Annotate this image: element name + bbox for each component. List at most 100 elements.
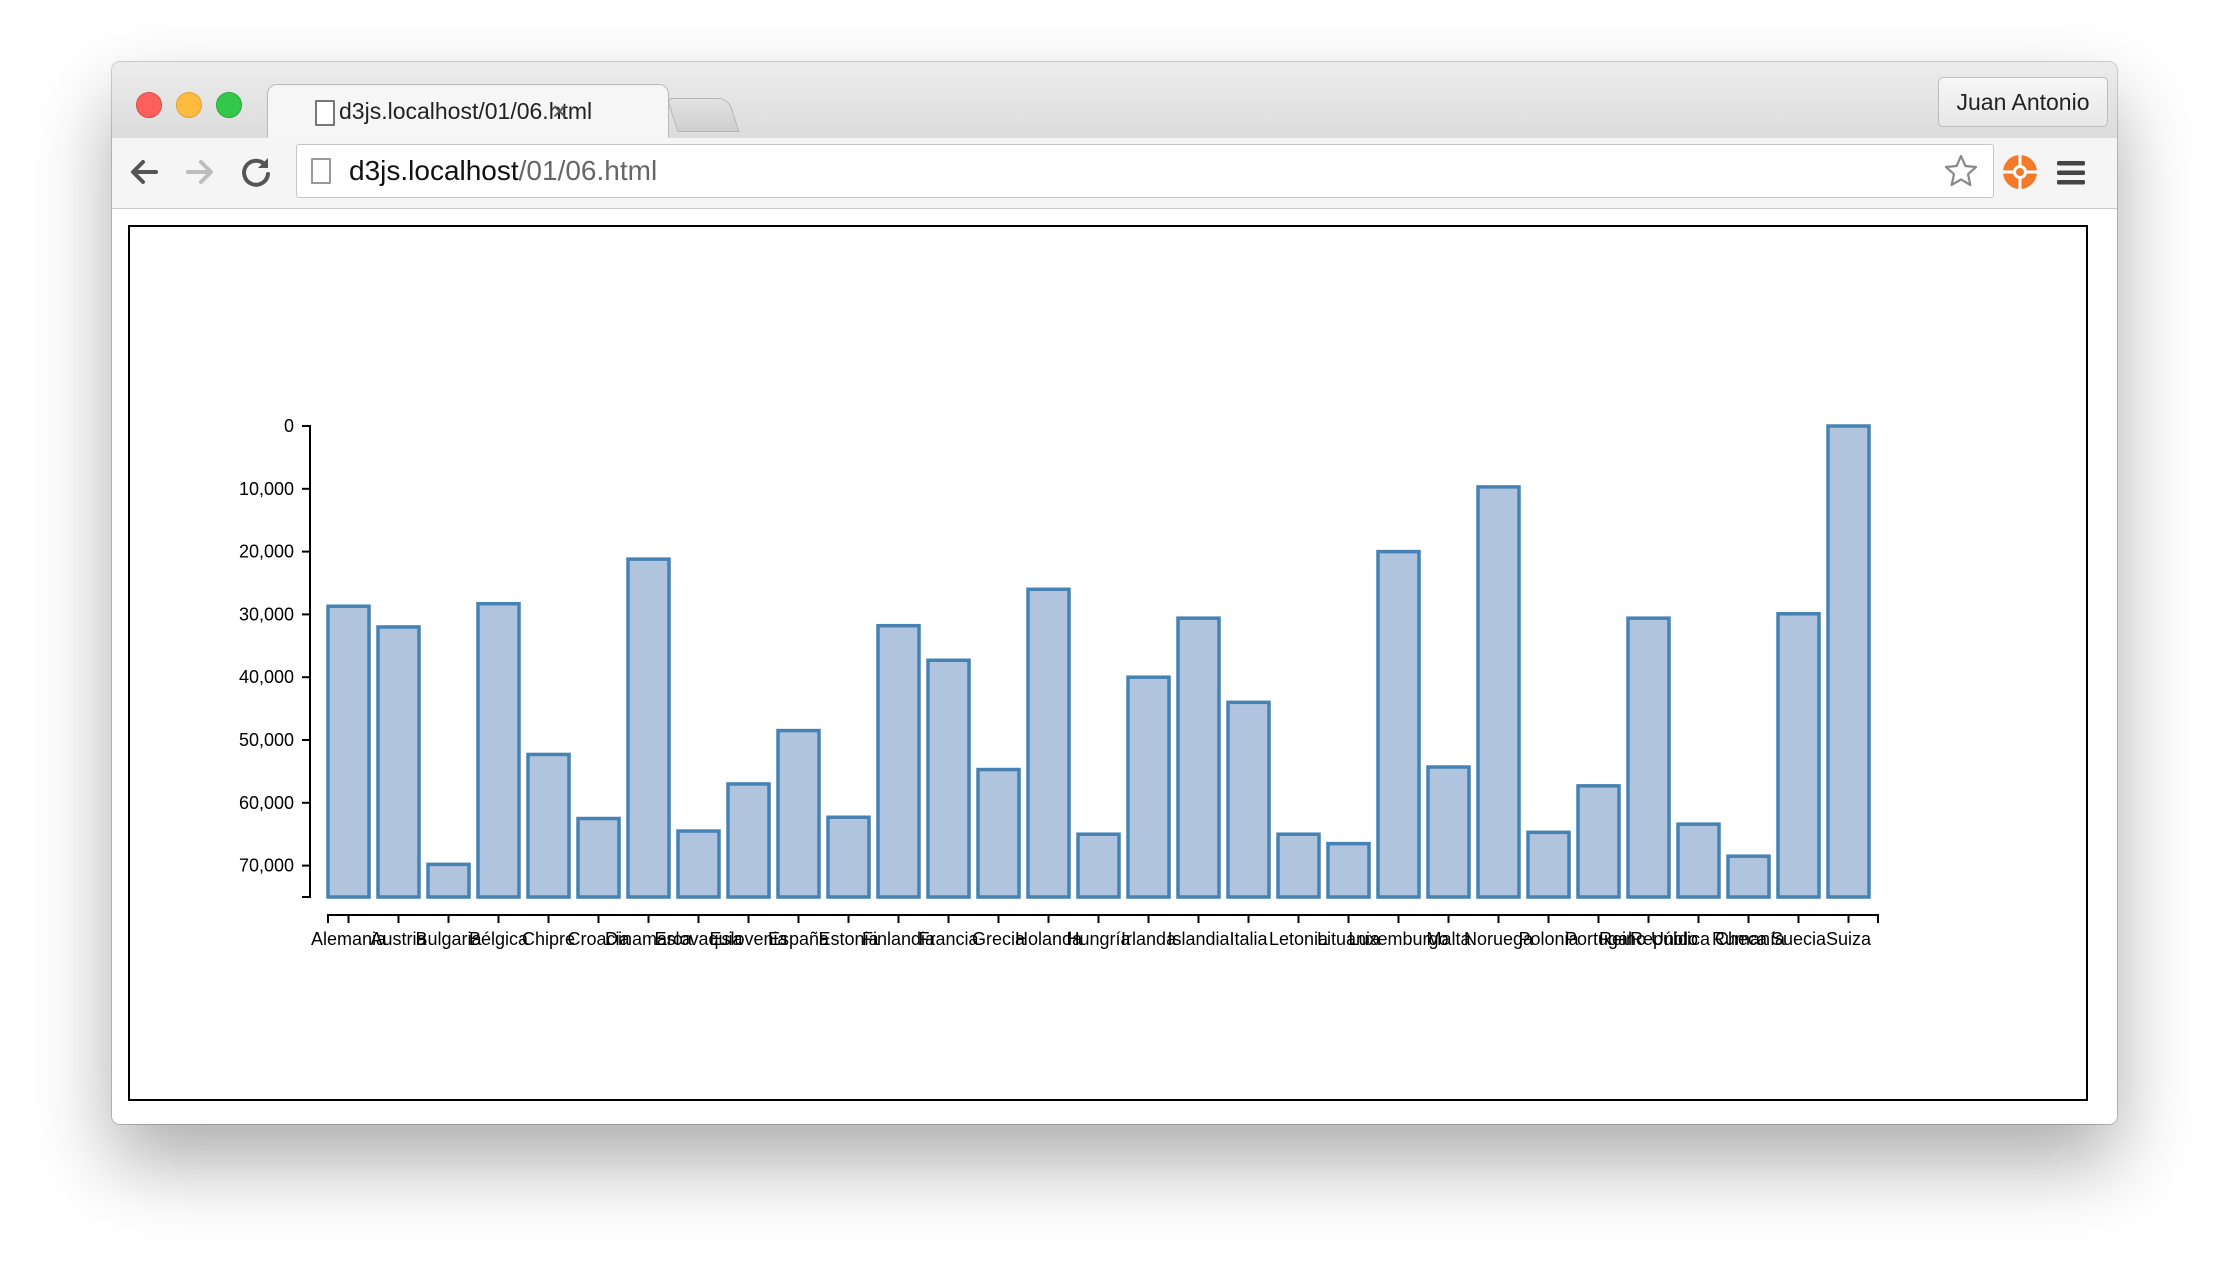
y-tick-label: 10,000 <box>239 479 294 499</box>
bar-1 <box>326 604 371 899</box>
minimize-window-button[interactable] <box>176 92 202 118</box>
x-axis-line <box>327 914 1879 923</box>
bar-16 <box>1076 832 1121 899</box>
y-tick-label: 70,000 <box>239 856 294 876</box>
bar-8 <box>676 829 721 899</box>
browser-toolbar: d3js.localhost/01/06.html <box>112 138 2117 209</box>
x-tick-label: Letonia <box>1269 929 1329 949</box>
bar-4 <box>476 601 521 899</box>
bar-29 <box>1726 854 1771 899</box>
x-tick-label: Eslovenia <box>709 929 788 949</box>
url-path: /01/06.html <box>518 155 658 186</box>
x-axis: AlemaniaAustriaBulgariaBélgicaChipreCroa… <box>311 914 1879 949</box>
bar-5 <box>526 752 571 899</box>
bar-28 <box>1676 822 1721 899</box>
bar-2 <box>376 625 421 899</box>
x-tick-label: Lituania <box>1317 929 1381 949</box>
back-arrow-icon[interactable] <box>126 154 162 190</box>
x-tick-label: Irlanda <box>1121 929 1177 949</box>
bar-3 <box>426 862 471 899</box>
bar-30 <box>1776 612 1821 899</box>
chart-frame: 0 10,000 20,000 30,000 40,000 50,000 60,000 70,… <box>128 225 2088 1101</box>
x-tick-label: Austria <box>370 929 427 949</box>
x-tick-label: Bulgaria <box>415 929 482 949</box>
bar-17 <box>1126 675 1171 899</box>
tab-close-icon[interactable]: × <box>552 96 568 126</box>
y-axis-line <box>302 425 311 898</box>
zoom-window-button[interactable] <box>216 92 242 118</box>
x-tick-label: República Checa <box>1630 929 1768 949</box>
active-tab-content: d3js.localhost/01/06.html <box>295 84 665 140</box>
x-tick-label: Estonia <box>818 929 879 949</box>
new-tab-button[interactable] <box>666 98 740 132</box>
bar-22 <box>1376 549 1421 899</box>
star-icon[interactable] <box>1943 153 1979 189</box>
x-tick-label: Reino Unido <box>1599 929 1698 949</box>
x-tick-label: Grecia <box>972 929 1026 949</box>
bars-group <box>326 424 1871 899</box>
y-tick-label: 0 <box>284 416 294 436</box>
bar-chart: 0 10,000 20,000 30,000 40,000 50,000 60,000 70,… <box>239 416 1879 949</box>
bar-25 <box>1526 830 1571 899</box>
page-file-icon <box>311 158 331 184</box>
bar-19 <box>1226 700 1271 899</box>
x-tick-label: Malta <box>1426 929 1471 949</box>
page-content: 0 10,000 20,000 30,000 40,000 50,000 60,000 70,… <box>112 209 2117 1124</box>
bar-9 <box>726 782 771 899</box>
bar-23 <box>1426 765 1471 899</box>
y-tick-label: 40,000 <box>239 667 294 687</box>
bar-7 <box>626 557 671 899</box>
extension-icon[interactable] <box>2000 152 2040 192</box>
x-tick-label: Holanda <box>1015 929 1083 949</box>
y-axis: 0 10,000 20,000 30,000 40,000 50,000 60,000 70,… <box>239 416 311 898</box>
bar-20 <box>1276 832 1321 899</box>
x-tick-label: Eslovaquia <box>654 929 743 949</box>
x-tick-label: Rumanía <box>1712 929 1786 949</box>
bar-12 <box>876 623 921 899</box>
hamburger-menu-icon[interactable] <box>2054 156 2088 190</box>
bar-6 <box>576 816 621 899</box>
x-tick-label: Alemania <box>311 929 387 949</box>
x-tick-label: España <box>768 929 830 949</box>
url-host: d3js.localhost <box>349 155 519 186</box>
x-tick-label: Noruega <box>1464 929 1534 949</box>
y-tick-label: 20,000 <box>239 542 294 562</box>
y-tick-label: 50,000 <box>239 730 294 750</box>
bar-10 <box>776 728 821 899</box>
x-tick-label: Polonia <box>1518 929 1579 949</box>
bar-31 <box>1826 424 1871 899</box>
x-tick-label: Suiza <box>1826 929 1872 949</box>
bar-26 <box>1576 784 1621 899</box>
x-tick-label: Finlandia <box>862 929 936 949</box>
x-tick-label: Bélgica <box>469 929 529 949</box>
x-tick-label: Dinamarca <box>605 929 693 949</box>
close-window-button[interactable] <box>136 92 162 118</box>
tab-title: d3js.localhost/01/06.html <box>339 98 593 124</box>
x-tick-label: Croacia <box>567 929 630 949</box>
bar-15 <box>1026 587 1071 899</box>
reload-icon[interactable] <box>238 154 274 190</box>
x-tick-label: Francia <box>918 929 979 949</box>
bar-27 <box>1626 616 1671 899</box>
x-tick-label: Islandia <box>1167 929 1230 949</box>
x-tick-label: Chipre <box>522 929 575 949</box>
address-bar[interactable]: d3js.localhost/01/06.html <box>296 144 1994 198</box>
bar-24 <box>1476 485 1521 899</box>
bar-21 <box>1326 841 1371 899</box>
browser-window: d3js.localhost/01/06.html × Juan Antonio… <box>112 62 2117 1124</box>
forward-arrow-icon[interactable] <box>182 154 218 190</box>
x-tick-label: Suecia <box>1771 929 1827 949</box>
y-tick-label: 30,000 <box>239 604 294 624</box>
x-tick-label: Hungría <box>1066 929 1131 949</box>
tab-strip: d3js.localhost/01/06.html × Juan Antonio <box>112 62 2117 141</box>
bar-11 <box>826 815 871 899</box>
profile-button[interactable]: Juan Antonio <box>1938 77 2108 127</box>
file-icon <box>315 100 335 126</box>
bar-18 <box>1176 616 1221 899</box>
url-text[interactable]: d3js.localhost/01/06.html <box>349 155 657 187</box>
bar-14 <box>976 767 1021 899</box>
x-tick-label: Luxemburgo <box>1348 929 1448 949</box>
bar-13 <box>926 658 971 899</box>
y-tick-label: 60,000 <box>239 793 294 813</box>
x-tick-label: Portugal <box>1565 929 1632 949</box>
